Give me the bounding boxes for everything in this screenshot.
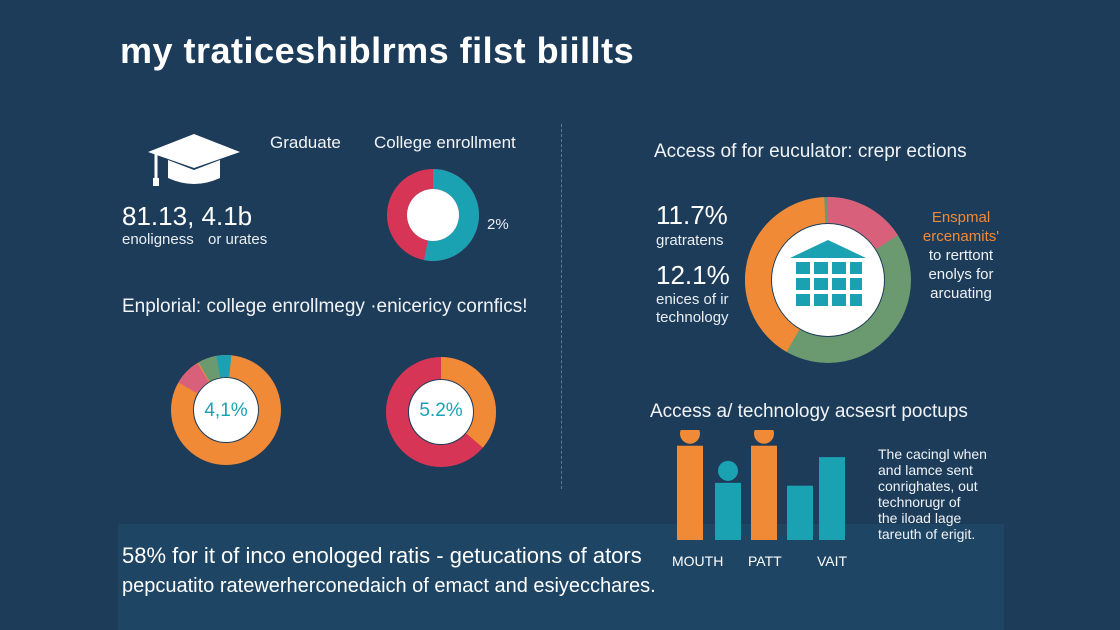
- note-line-5: the iload lage: [878, 510, 962, 526]
- side-line-1: to rerttont: [928, 247, 994, 264]
- bar-0: [677, 445, 703, 540]
- bar-label-vait: VAIT: [817, 553, 848, 569]
- graduate-label: Graduate: [270, 133, 341, 152]
- left-mid-heading: Enplorial: college enrollmegy ·enicericy…: [122, 296, 528, 317]
- bar-label-mouth: MOUTH: [672, 553, 724, 569]
- right-top-heading: Access of for euculator: crepr ections: [654, 141, 967, 162]
- college-enrollment-donut: [385, 167, 481, 268]
- side-title-line2: ercenamits': [922, 228, 1000, 245]
- graduate-stat-caption-b: or urates: [208, 231, 268, 248]
- bar-2: [751, 445, 777, 540]
- bar-3: [787, 485, 813, 540]
- donut-1-value: 4,1%: [204, 400, 248, 421]
- college-enrollment-pct: 2%: [487, 216, 509, 233]
- note-line-2: and lamce sent: [878, 462, 973, 478]
- donut-chart-2: [385, 356, 497, 473]
- right-bottom-heading: Access a/ technology acsesrt poctups: [650, 401, 968, 422]
- bar-label-patt: PATT: [748, 553, 782, 569]
- bar-chart: [665, 423, 865, 545]
- donut-chart-1: [170, 354, 282, 471]
- college-enrollment-label: College enrollment: [374, 133, 516, 152]
- side-line-3: arcuating: [930, 285, 992, 302]
- bar-head-2: [754, 423, 774, 444]
- right-stat-2-value: 12.1%: [656, 260, 730, 290]
- right-stat-2-caption-line1: enices of ir: [656, 291, 729, 308]
- donut-2-value: 5.2%: [419, 400, 463, 421]
- note-line-6: tareuth of erigit.: [878, 526, 976, 542]
- side-title-line1: Enspmal: [931, 209, 991, 226]
- right-stat-1-caption: gratratens: [656, 232, 724, 249]
- page-title: my traticeshiblrms filst biillts: [120, 30, 635, 71]
- graduation-cap-icon: [146, 130, 242, 195]
- bar-head-0: [680, 423, 700, 444]
- note-line-1: The cacingl when: [878, 446, 987, 462]
- bottom-statement-line1: 58% for it of inco enologed ratis - getu…: [122, 543, 642, 568]
- graduate-stat-caption-a: enoligness: [122, 231, 194, 248]
- side-line-2: enolys for: [928, 266, 994, 283]
- bottom-statement-line2: pepcuatito ratewerherconedaich of emact …: [122, 575, 656, 597]
- bottom-band: [118, 524, 1004, 630]
- note-line-4: technorugr of: [878, 494, 961, 510]
- right-stat-1-value: 11.7%: [656, 200, 728, 230]
- graduate-stat-value: 81.13, 4.1b: [122, 201, 253, 231]
- right-stat-2-caption-line2: technology: [656, 309, 729, 326]
- bar-1: [715, 482, 741, 540]
- bar-4: [819, 457, 845, 540]
- building-icon: [788, 238, 868, 319]
- section-divider: [561, 124, 562, 489]
- note-line-3: conrighates, out: [878, 478, 978, 494]
- bar-head-1: [718, 460, 738, 481]
